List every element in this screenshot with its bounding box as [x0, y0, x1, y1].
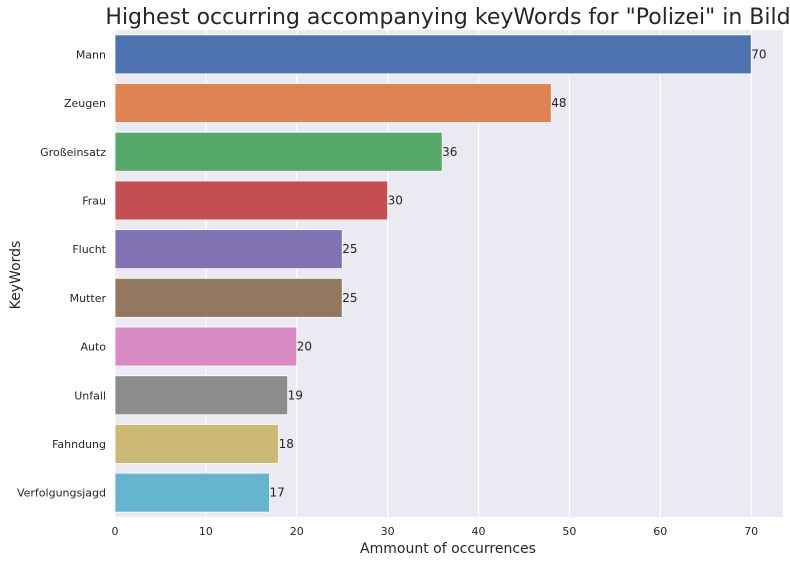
bar-fahndung — [114, 424, 279, 464]
value-label: 30 — [388, 193, 403, 207]
x-tick-label: 40 — [472, 525, 486, 538]
x-tick-labels: 0 10 20 30 40 50 60 70 — [112, 525, 759, 538]
bar-mann — [114, 34, 752, 75]
y-tick-label: Flucht — [72, 243, 106, 256]
value-labels: 70 48 36 30 25 25 20 19 18 17 — [270, 47, 767, 499]
y-tick-label: Mann — [76, 48, 106, 61]
y-tick-label: Verfolgungsjagd — [17, 487, 106, 500]
bar-mutter — [114, 277, 343, 318]
bar-frau — [114, 180, 389, 221]
value-label: 20 — [297, 340, 312, 354]
value-label: 36 — [442, 145, 457, 159]
y-tick-label: Frau — [82, 194, 106, 207]
value-label: 17 — [270, 486, 285, 500]
chart-title: Highest occurring accompanying keyWords … — [105, 5, 790, 30]
value-label: 18 — [279, 437, 294, 451]
y-tick-label: Unfall — [74, 389, 106, 402]
value-label: 48 — [551, 96, 566, 110]
value-label: 70 — [751, 47, 766, 61]
x-tick-label: 10 — [199, 525, 213, 538]
bar-zeugen — [114, 83, 552, 123]
bar-großeinsatz — [114, 131, 443, 172]
y-tick-labels: Mann Zeugen Großeinsatz Frau Flucht Mutter Aut… — [17, 48, 107, 499]
y-tick-label: Auto — [80, 341, 106, 354]
value-label: 25 — [342, 291, 357, 305]
y-tick-label: Fahndung — [52, 438, 106, 451]
bars — [114, 34, 752, 513]
x-tick-label: 20 — [290, 525, 304, 538]
x-tick-label: 70 — [744, 525, 758, 538]
x-tick-label: 60 — [653, 525, 667, 538]
value-label: 25 — [342, 242, 357, 256]
y-tick-label: Großeinsatz — [40, 146, 106, 159]
bar-flucht — [114, 229, 343, 270]
bar-verfolgungsjagd — [114, 472, 270, 513]
y-tick-label: Mutter — [70, 292, 107, 305]
value-label: 19 — [288, 388, 303, 402]
bar-auto — [114, 326, 298, 367]
x-tick-label: 0 — [112, 525, 119, 538]
y-axis-label: KeyWords — [8, 241, 24, 310]
y-tick-label: Zeugen — [64, 97, 106, 110]
bar-unfall — [114, 375, 289, 416]
x-tick-label: 50 — [562, 525, 576, 538]
x-axis-label: Ammount of occurrences — [360, 541, 536, 557]
x-tick-label: 30 — [381, 525, 395, 538]
